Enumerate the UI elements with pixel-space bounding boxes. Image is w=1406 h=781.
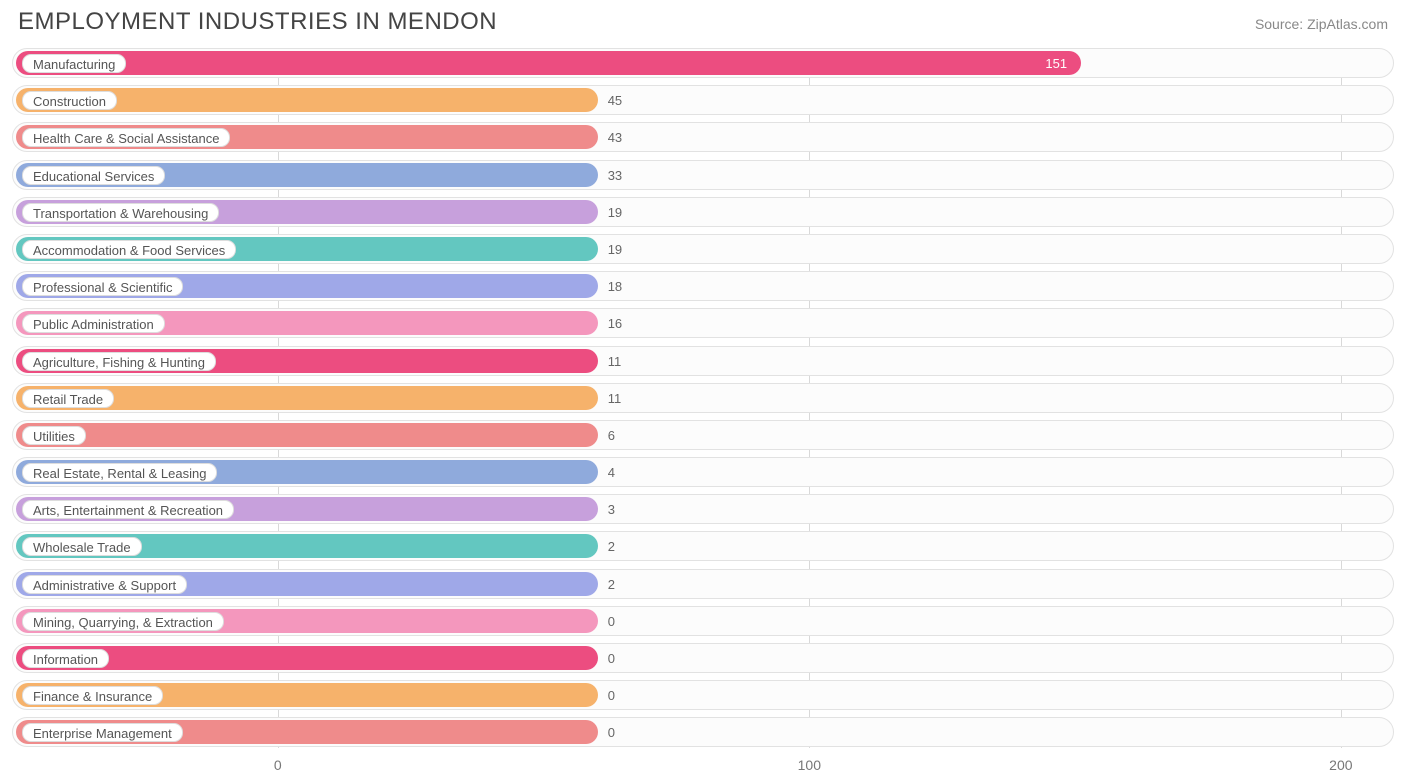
bar-value: 11	[608, 384, 622, 414]
bar-row: Manufacturing 151	[12, 48, 1394, 78]
bar-value: 43	[608, 123, 622, 153]
bar-value: 3	[608, 495, 615, 525]
bar-row: Utilities 6	[12, 420, 1394, 450]
bar-value: 0	[608, 644, 615, 674]
bar-value: 19	[608, 198, 622, 228]
bar-label: Construction	[22, 91, 117, 110]
bar-value: 4	[608, 458, 615, 488]
bar-label: Health Care & Social Assistance	[22, 128, 230, 147]
bar-label: Manufacturing	[22, 54, 126, 73]
bar-row: Health Care & Social Assistance 43	[12, 122, 1394, 152]
bar-value: 11	[608, 347, 622, 377]
chart-source: Source: ZipAtlas.com	[1255, 16, 1388, 32]
bar-row: Administrative & Support 2	[12, 569, 1394, 599]
bar-value: 0	[608, 681, 615, 711]
bar-label: Wholesale Trade	[22, 537, 142, 556]
bar-row: Educational Services 33	[12, 160, 1394, 190]
bar-row: Public Administration 16	[12, 308, 1394, 338]
bar-label: Agriculture, Fishing & Hunting	[22, 352, 216, 371]
bar-label: Educational Services	[22, 166, 165, 185]
chart-title: EMPLOYMENT INDUSTRIES IN MENDON	[18, 8, 497, 36]
bar-value: 151	[1045, 49, 1067, 79]
bar-value: 16	[608, 309, 622, 339]
bar-value: 6	[608, 421, 615, 451]
bar-label: Public Administration	[22, 314, 165, 333]
bar-row: Wholesale Trade 2	[12, 531, 1394, 561]
bar-value: 18	[608, 272, 622, 302]
bar-label: Accommodation & Food Services	[22, 240, 236, 259]
bar-label: Administrative & Support	[22, 575, 187, 594]
bar-value: 2	[608, 532, 615, 562]
bar-value: 19	[608, 235, 622, 265]
bar-value: 0	[608, 607, 615, 637]
bar-label: Enterprise Management	[22, 723, 183, 742]
bar-row: Real Estate, Rental & Leasing 4	[12, 457, 1394, 487]
bar-row: Retail Trade 11	[12, 383, 1394, 413]
bar-row: Finance & Insurance 0	[12, 680, 1394, 710]
bar-value: 33	[608, 161, 622, 191]
bar-row: Construction 45	[12, 85, 1394, 115]
axis-tick: 200	[1329, 757, 1352, 773]
axis-tick: 100	[798, 757, 821, 773]
bar-label: Arts, Entertainment & Recreation	[22, 500, 234, 519]
axis-tick: 0	[274, 757, 282, 773]
bar-label: Real Estate, Rental & Leasing	[22, 463, 217, 482]
bars-container: Manufacturing 151 Construction 45 Health Car…	[12, 48, 1394, 747]
bar-label: Professional & Scientific	[22, 277, 183, 296]
bar-row: Enterprise Management 0	[12, 717, 1394, 747]
bar-row: Transportation & Warehousing 19	[12, 197, 1394, 227]
chart-area: Manufacturing 151 Construction 45 Health Car…	[12, 48, 1394, 747]
bar-row: Accommodation & Food Services 19	[12, 234, 1394, 264]
bar-row: Information 0	[12, 643, 1394, 673]
bar-fill	[16, 423, 598, 447]
source-name: ZipAtlas.com	[1307, 16, 1388, 32]
bar-fill	[16, 51, 1081, 75]
bar-label: Information	[22, 649, 109, 668]
source-prefix: Source:	[1255, 16, 1307, 32]
bar-row: Agriculture, Fishing & Hunting 11	[12, 346, 1394, 376]
bar-label: Utilities	[22, 426, 86, 445]
bar-label: Transportation & Warehousing	[22, 203, 219, 222]
bar-label: Finance & Insurance	[22, 686, 163, 705]
bar-label: Mining, Quarrying, & Extraction	[22, 612, 224, 631]
bar-row: Arts, Entertainment & Recreation 3	[12, 494, 1394, 524]
chart-header: EMPLOYMENT INDUSTRIES IN MENDON Source: …	[0, 0, 1406, 36]
bar-value: 2	[608, 570, 615, 600]
bar-value: 45	[608, 86, 622, 116]
bar-row: Professional & Scientific 18	[12, 271, 1394, 301]
bar-value: 0	[608, 718, 615, 748]
bar-label: Retail Trade	[22, 389, 114, 408]
bar-row: Mining, Quarrying, & Extraction 0	[12, 606, 1394, 636]
